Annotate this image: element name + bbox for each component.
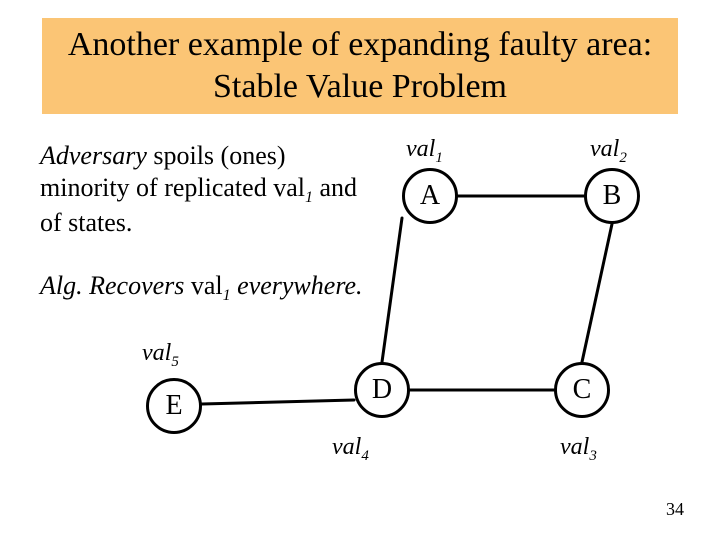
node-b-label: B — [603, 180, 622, 212]
val3-text: val — [560, 434, 589, 460]
val5-label: val5 — [142, 340, 179, 371]
node-e: E — [146, 378, 202, 434]
val2-label: val2 — [590, 136, 627, 167]
val2-sub: 2 — [619, 150, 627, 166]
val4-label: val4 — [332, 434, 369, 465]
val3-sub: 3 — [589, 448, 597, 464]
para2-after: everywhere. — [231, 271, 363, 300]
node-b: B — [584, 168, 640, 224]
node-d-label: D — [372, 374, 392, 406]
para2-val-sub: 1 — [223, 287, 231, 304]
slide-title: Another example of expanding faulty area… — [42, 24, 678, 109]
node-c-label: C — [573, 374, 592, 406]
val1-label: val1 — [406, 136, 443, 167]
node-d: D — [354, 362, 410, 418]
paragraph-recovers: Alg. Recovers val1 everywhere. — [40, 270, 400, 306]
title-band: Another example of expanding faulty area… — [42, 18, 678, 114]
para1-val-sub: 1 — [305, 189, 313, 206]
val1-text: val — [406, 136, 435, 162]
node-a: A — [402, 168, 458, 224]
adversary-word: Adversary — [40, 141, 147, 170]
val3-label: val3 — [560, 434, 597, 465]
node-a-label: A — [420, 180, 440, 212]
para1-val: val — [273, 173, 305, 202]
val1-sub: 1 — [435, 150, 443, 166]
val4-text: val — [332, 434, 361, 460]
slide: Another example of expanding faulty area… — [0, 0, 720, 540]
para2-val: val — [191, 271, 223, 300]
paragraph-adversary: Adversary spoils (ones) minority of repl… — [40, 140, 380, 239]
val5-sub: 5 — [171, 354, 179, 370]
val5-text: val — [142, 340, 171, 366]
val4-sub: 4 — [361, 448, 369, 464]
node-e-label: E — [165, 390, 182, 422]
val2-text: val — [590, 136, 619, 162]
para2-prefix: Alg. Recovers — [40, 271, 191, 300]
node-c: C — [554, 362, 610, 418]
page-number: 34 — [666, 499, 684, 520]
